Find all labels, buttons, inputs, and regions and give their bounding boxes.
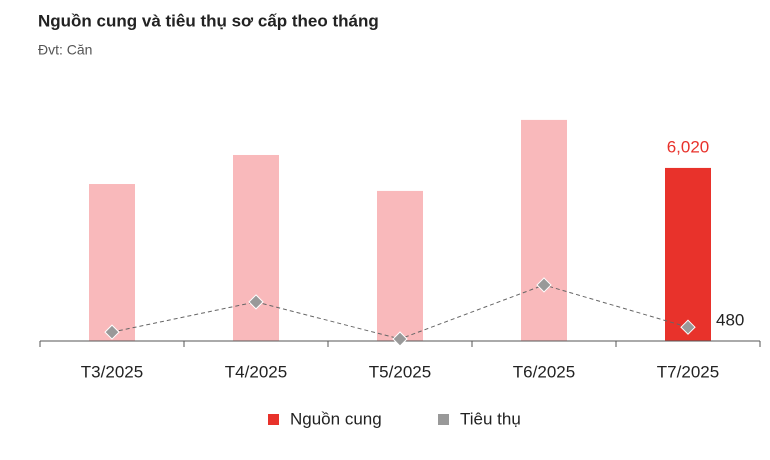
line-marker xyxy=(392,331,408,347)
line-marker xyxy=(248,294,264,310)
bar xyxy=(521,119,567,341)
legend-label: Nguồn cung xyxy=(290,409,382,428)
x-tick-label: T7/2025 xyxy=(657,362,719,381)
legend-label: Tiêu thụ xyxy=(460,409,521,428)
x-tick-label: T4/2025 xyxy=(225,362,287,381)
bar xyxy=(377,190,423,341)
legend-swatch xyxy=(268,414,279,425)
bar xyxy=(233,154,279,341)
data-label: 6,020 xyxy=(667,137,710,156)
line-marker xyxy=(680,319,696,335)
bar xyxy=(665,167,711,341)
legend-swatch xyxy=(438,414,449,425)
line-marker xyxy=(536,277,552,293)
chart-subtitle: Đvt: Căn xyxy=(38,42,92,58)
x-tick-label: T3/2025 xyxy=(81,362,143,381)
bar xyxy=(89,184,135,341)
data-label: 480 xyxy=(716,311,744,330)
x-tick-label: T5/2025 xyxy=(369,362,431,381)
line-marker xyxy=(104,324,120,340)
x-tick-label: T6/2025 xyxy=(513,362,575,381)
chart-title: Nguồn cung và tiêu thụ sơ cấp theo tháng xyxy=(38,11,379,30)
